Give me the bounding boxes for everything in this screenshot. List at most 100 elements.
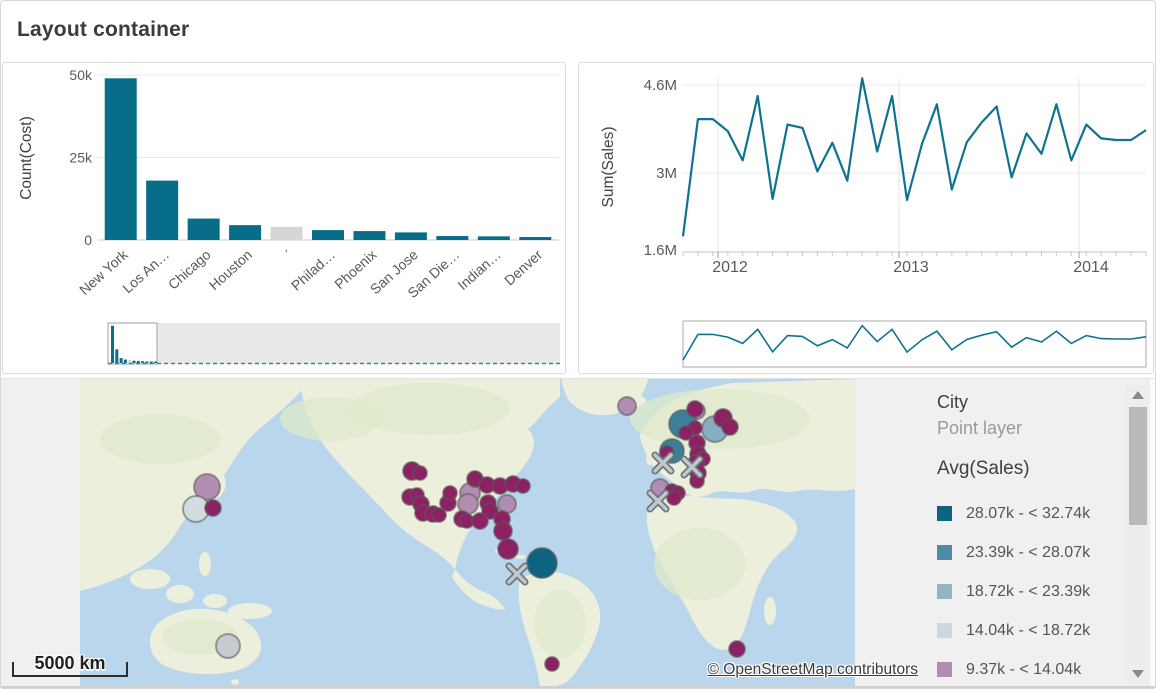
map-point[interactable] — [515, 478, 531, 494]
line-chart: 2012 2013 2014 1.6M 3M 4.6M Sum(Sales) — [600, 77, 1147, 368]
map-point[interactable] — [431, 507, 447, 523]
legend-scrollbar[interactable] — [1126, 385, 1150, 684]
line-y-tick-label: 3M — [656, 165, 677, 182]
map-x-marker[interactable] — [651, 451, 675, 475]
bar-x-tick-label[interactable]: Los An… — [119, 246, 172, 296]
mini-bar — [111, 325, 114, 363]
map-x-marker[interactable] — [646, 489, 670, 513]
page-title: Layout container — [17, 18, 190, 41]
bar[interactable] — [477, 236, 510, 240]
bar[interactable] — [436, 236, 469, 240]
scrollbar-down-arrow-icon[interactable] — [1132, 670, 1144, 678]
map-point[interactable] — [215, 633, 241, 659]
bar-y-tick-label: 25k — [69, 150, 93, 166]
legend-items: 28.07k - < 32.74k 23.39k - < 28.07k 18.72k… — [937, 494, 1122, 689]
legend-dimension-title: City — [937, 392, 968, 412]
line-y-tick-label: 1.6M — [644, 242, 677, 259]
map-legend: City Point layer Avg(Sales) 28.07k - < 3… — [937, 392, 1122, 689]
mini-bar — [149, 361, 153, 363]
bar-chart-scrollbar-window[interactable] — [107, 322, 158, 365]
bar[interactable] — [353, 231, 386, 240]
bar-chart-panel: 0 25k 50k Count(Cost) New York Los An… Chicago… — [2, 62, 566, 374]
map-greenery — [280, 397, 380, 441]
line-chart-navigator[interactable] — [682, 320, 1147, 368]
bar-x-tick-label[interactable]: ´ — [282, 246, 296, 261]
line-chart-panel: 2012 2013 2014 1.6M 3M 4.6M Sum(Sales) — [578, 62, 1154, 374]
legend-swatch — [937, 545, 952, 560]
bar[interactable] — [270, 226, 303, 240]
sales-line[interactable] — [681, 77, 1147, 237]
map-point[interactable] — [728, 640, 746, 658]
map-point[interactable] — [493, 521, 513, 541]
mini-bar — [128, 359, 132, 363]
bar[interactable] — [104, 78, 137, 240]
mini-bar — [136, 360, 140, 363]
bar[interactable] — [519, 237, 552, 240]
legend-label: 18.72k - < 23.39k — [966, 582, 1091, 600]
legend-swatch — [937, 662, 952, 677]
mini-bar — [132, 360, 136, 363]
map-point[interactable] — [471, 512, 489, 530]
map-point[interactable] — [666, 490, 682, 506]
map-point[interactable] — [497, 538, 519, 560]
scrollbar-thumb[interactable] — [1129, 407, 1147, 525]
bar-x-tick-label[interactable]: Philad… — [288, 246, 338, 293]
map-point[interactable] — [617, 396, 637, 416]
map-point[interactable] — [193, 473, 221, 501]
bar-x-tick-label[interactable]: Denver — [501, 246, 545, 288]
map-point[interactable] — [412, 465, 428, 481]
bar-y-tick-label: 0 — [84, 232, 92, 248]
legend-label: 23.39k - < 28.07k — [966, 543, 1091, 561]
bar-chart-scrollbar-track[interactable] — [157, 323, 560, 364]
map-island — [228, 603, 272, 619]
bar[interactable] — [187, 218, 220, 240]
map-x-marker[interactable] — [680, 455, 704, 479]
map-point[interactable] — [686, 400, 704, 418]
legend-item[interactable]: 18.72k - < 23.39k — [937, 572, 1122, 611]
map-point[interactable] — [544, 656, 560, 672]
map-edge-strip — [1150, 379, 1156, 686]
osm-attribution-link[interactable]: © OpenStreetMap contributors — [707, 661, 918, 678]
map-scale-bar: 5000 km — [12, 653, 128, 677]
bar-x-tick-label[interactable]: Houston — [206, 246, 255, 293]
legend-item[interactable]: 9.37k - < 14.04k — [937, 650, 1122, 689]
line-y-axis-title: Sum(Sales) — [600, 127, 617, 208]
bar[interactable] — [312, 230, 344, 240]
legend-item[interactable]: 28.07k - < 32.74k — [937, 494, 1122, 533]
map-scale-label: 5000 km — [34, 653, 106, 673]
navigator-line — [682, 324, 1147, 361]
bar[interactable] — [229, 225, 262, 240]
line-y-tick-label: 4.6M — [644, 77, 677, 94]
map-land — [452, 569, 505, 610]
bar-y-tick-label: 50k — [69, 67, 93, 83]
legend-label: 14.04k - < 18.72k — [966, 621, 1091, 639]
bar-x-tick-label[interactable]: Indian… — [454, 246, 503, 293]
legend-item[interactable]: 23.39k - < 28.07k — [937, 533, 1122, 572]
line-x-tick-label: 2013 — [893, 259, 929, 276]
map-greenery — [654, 528, 746, 600]
map-island — [231, 679, 239, 685]
map-point[interactable] — [442, 485, 458, 501]
map-greenery — [534, 590, 586, 658]
map-island — [514, 555, 526, 559]
bar[interactable] — [394, 232, 427, 240]
map-point[interactable] — [678, 425, 694, 441]
legend-label: 28.07k - < 32.74k — [966, 504, 1091, 522]
legend-item[interactable]: 14.04k - < 18.72k — [937, 611, 1122, 650]
map-island — [130, 569, 170, 589]
scrollbar-up-arrow-icon[interactable] — [1132, 391, 1144, 399]
map-point[interactable] — [204, 499, 222, 517]
bar[interactable] — [146, 180, 179, 240]
mini-bar — [123, 359, 127, 363]
mini-bar — [145, 361, 149, 363]
map-point[interactable] — [721, 418, 739, 436]
mini-bar — [141, 361, 145, 363]
map-x-marker[interactable] — [505, 562, 529, 586]
legend-layer-subtitle: Point layer — [937, 418, 1023, 438]
map[interactable] — [0, 379, 1156, 686]
bar-x-tick-label[interactable]: Chicago — [165, 246, 214, 292]
map-island — [166, 585, 194, 603]
mini-bar — [119, 358, 123, 363]
map-point[interactable] — [526, 547, 558, 579]
